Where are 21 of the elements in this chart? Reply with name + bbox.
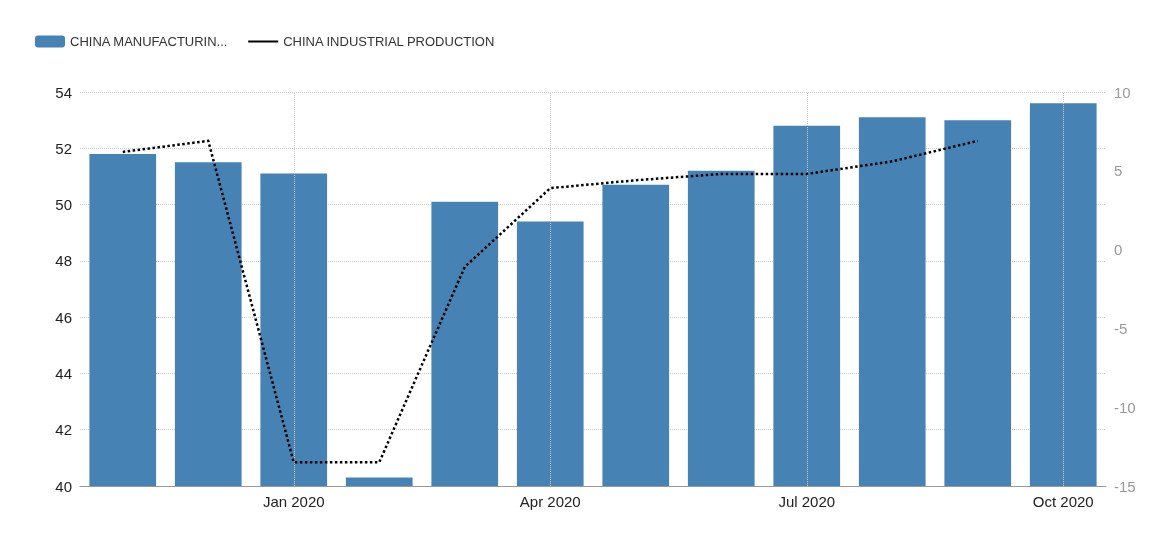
y2-tick-label: -5 <box>1114 319 1128 337</box>
y-tick-label: 40 <box>55 477 72 495</box>
y-tick-label: 54 <box>55 83 72 101</box>
y-tick-label: 46 <box>55 308 72 326</box>
y-tick-label: 44 <box>55 364 72 382</box>
x-tick-label: Apr 2020 <box>519 493 581 510</box>
y-tick-label: 52 <box>55 139 72 157</box>
y2-tick-label: 0 <box>1114 241 1123 259</box>
legend-label: CHINA MANUFACTURIN... <box>70 34 228 49</box>
legend-label: CHINA INDUSTRIAL PRODUCTION <box>283 34 495 49</box>
y-tick-label: 50 <box>55 196 72 214</box>
y2-tick-label: 10 <box>1114 83 1131 101</box>
line-series <box>121 139 979 464</box>
y2-tick-label: 5 <box>1114 162 1123 180</box>
y-tick-label: 48 <box>55 252 72 270</box>
y2-tick-label: -15 <box>1114 477 1136 495</box>
x-tick-label: Jan 2020 <box>262 493 325 510</box>
x-tick-label: Oct 2020 <box>1032 493 1094 510</box>
x-tick-label: Jul 2020 <box>778 493 836 510</box>
y2-tick-label: -10 <box>1114 398 1136 416</box>
y-tick-label: 42 <box>55 421 72 439</box>
